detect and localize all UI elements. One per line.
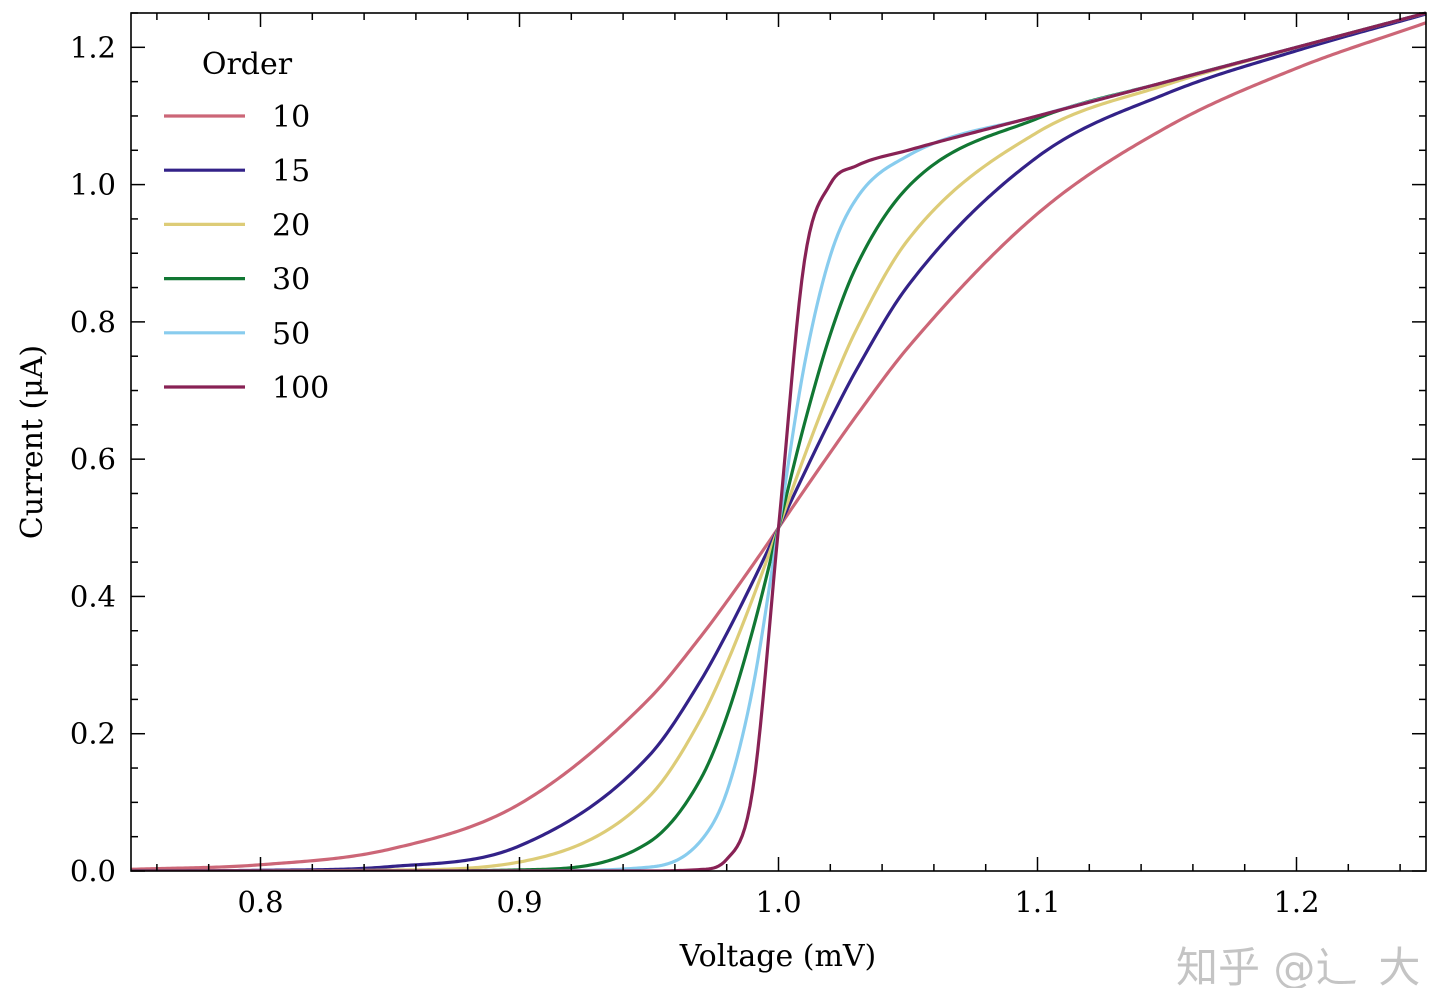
legend-label-20: 20 <box>272 208 310 243</box>
watermark: 知乎 @辶_大 <box>1176 943 1420 988</box>
y-tick-label: 1.0 <box>70 168 116 202</box>
series-line-100 <box>131 11 1426 871</box>
legend-label-10: 10 <box>272 100 310 135</box>
series-line-10 <box>131 21 1426 871</box>
legend: Order 10 15 20 30 50 100 <box>164 47 329 406</box>
x-axis-label: Voltage (mV) <box>679 939 877 974</box>
plot-frame <box>130 12 1427 872</box>
series-line-20 <box>131 11 1426 871</box>
x-tick-label: 1.0 <box>755 885 801 919</box>
series-line-50 <box>131 11 1426 871</box>
series-line-30 <box>131 11 1426 871</box>
x-tick-label: 0.9 <box>496 885 542 919</box>
x-tick-label: 1.1 <box>1014 885 1060 919</box>
x-tick-label: 1.2 <box>1273 885 1319 919</box>
x-tick-label: 0.8 <box>237 885 283 919</box>
y-tick-label: 1.2 <box>70 30 116 64</box>
legend-label-30: 30 <box>272 263 310 298</box>
y-tick-labels: 0.0 0.2 0.4 0.6 0.8 1.0 1.2 <box>70 30 116 888</box>
y-tick-label: 0.0 <box>70 854 116 888</box>
y-tick-label: 0.4 <box>70 579 116 613</box>
y-tick-label: 0.6 <box>70 442 116 476</box>
series-line-15 <box>131 12 1426 871</box>
y-tick-label: 0.2 <box>70 717 116 751</box>
y-axis-label: Current (μA) <box>15 345 50 539</box>
legend-title: Order <box>202 47 293 82</box>
axis-ticks <box>131 12 1426 872</box>
series-lines <box>131 11 1426 871</box>
legend-label-100: 100 <box>272 371 329 406</box>
legend-label-50: 50 <box>272 317 310 352</box>
legend-label-15: 15 <box>272 154 310 189</box>
x-tick-labels: 0.8 0.9 1.0 1.1 1.2 <box>237 885 1319 919</box>
y-tick-label: 0.8 <box>70 305 116 339</box>
